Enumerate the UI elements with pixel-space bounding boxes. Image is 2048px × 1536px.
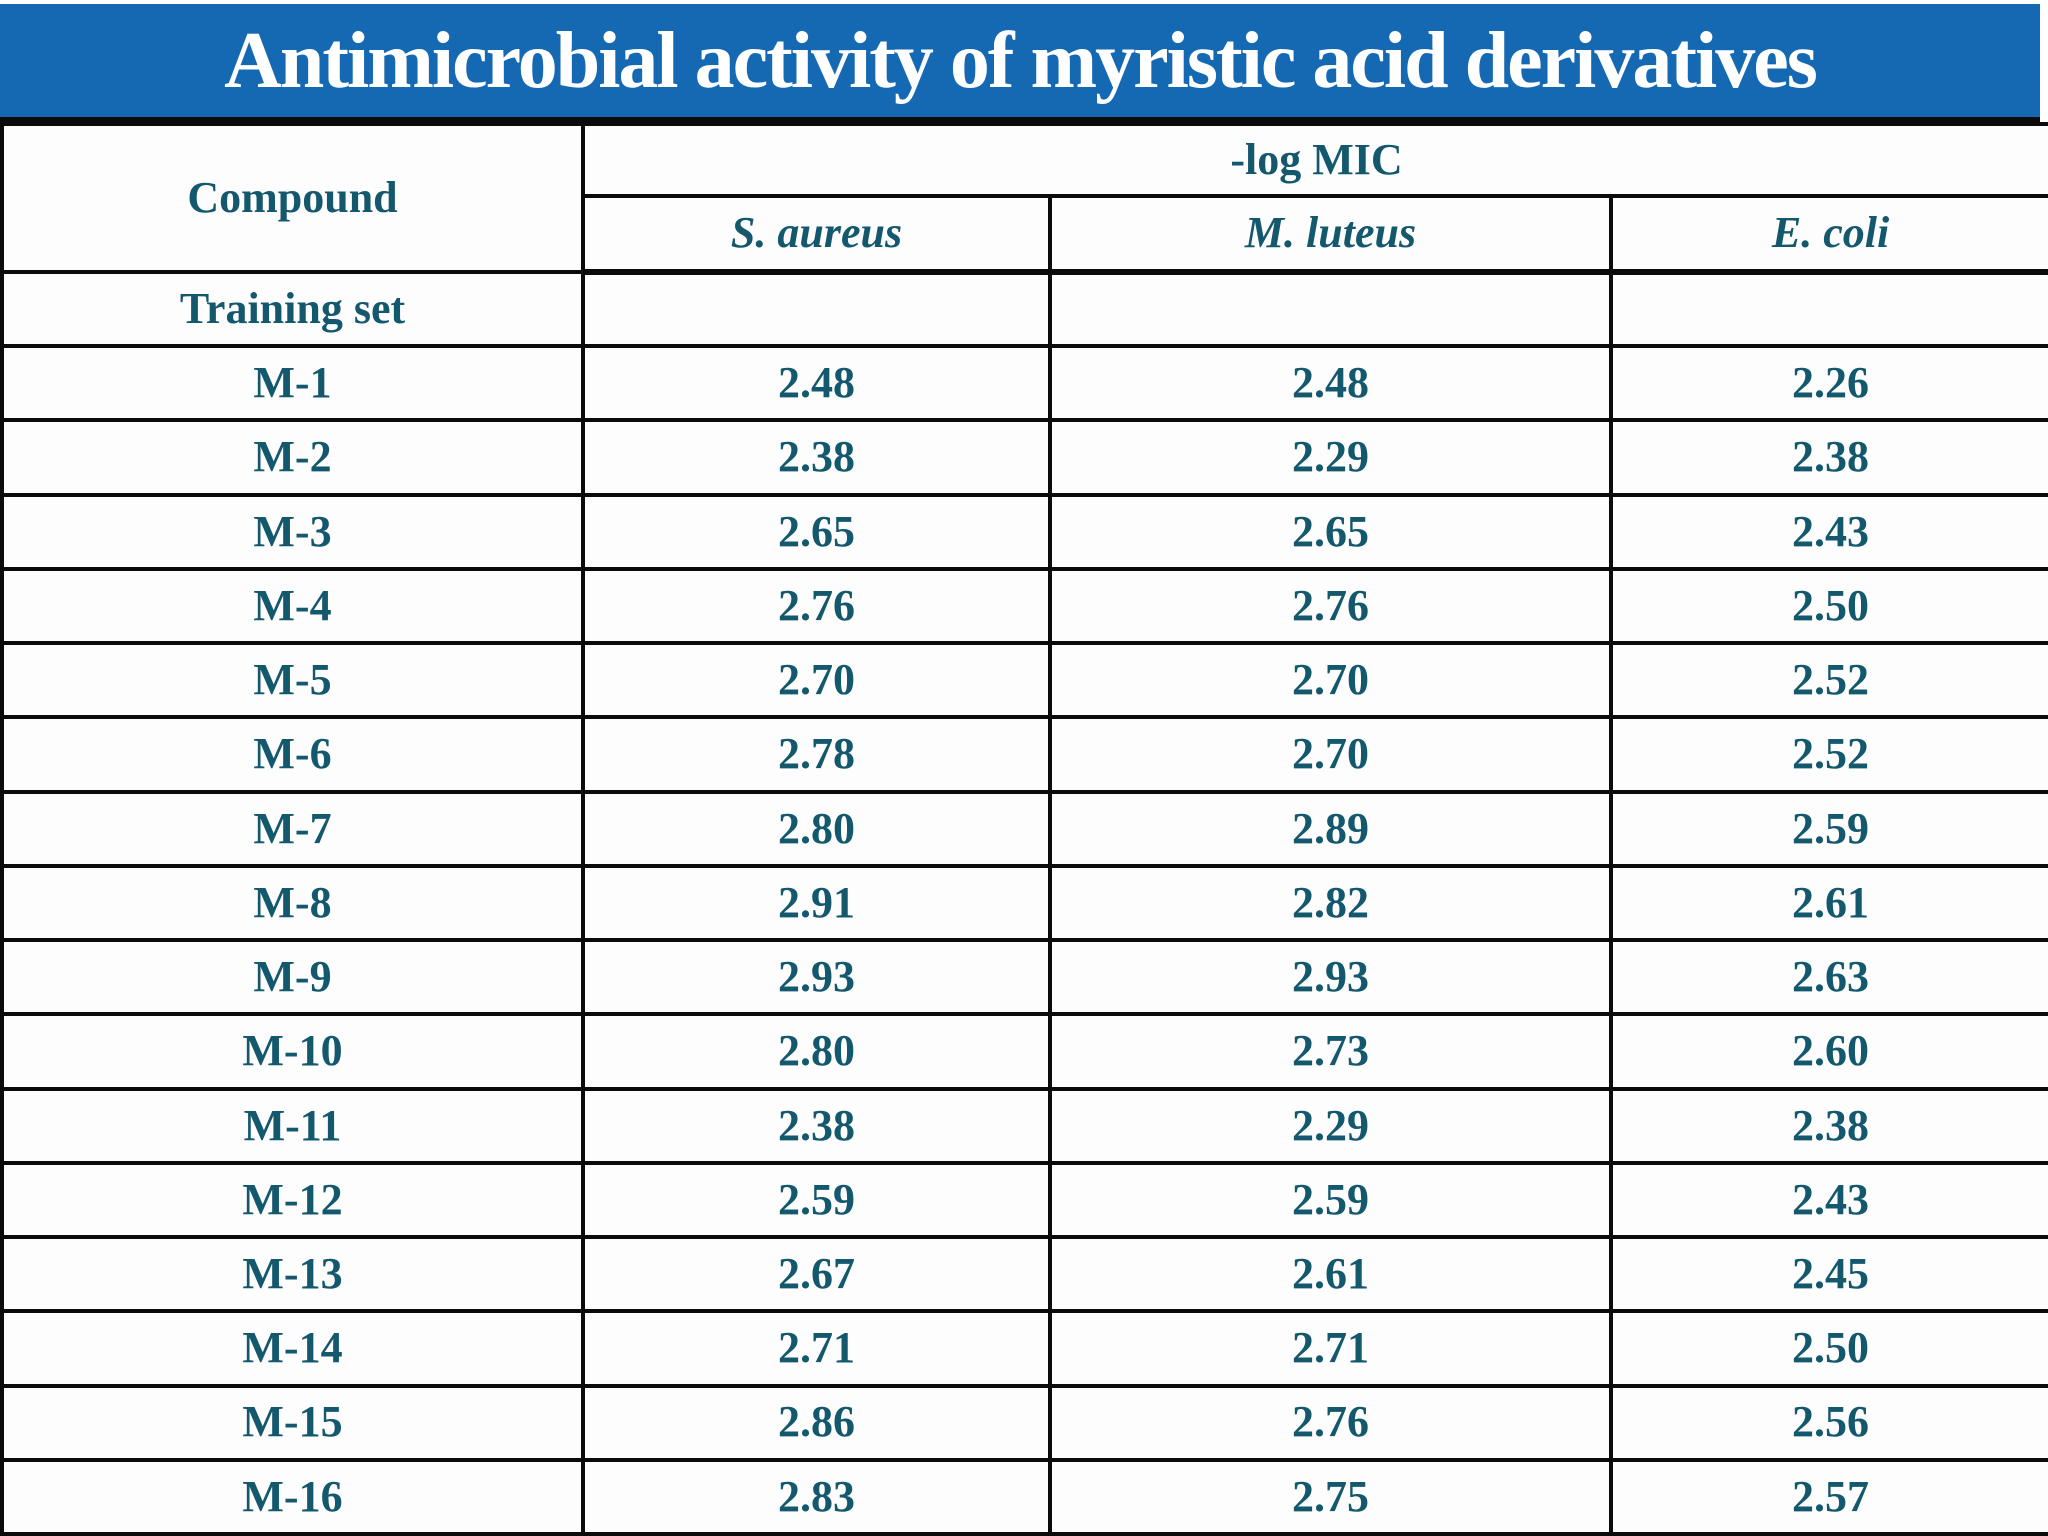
table-row: M-13 2.67 2.61 2.45 [0, 1235, 2048, 1314]
value-cell: 2.65 [581, 492, 1052, 571]
value-cell: 2.38 [581, 418, 1052, 497]
table-row: M-8 2.91 2.82 2.61 [0, 863, 2048, 943]
value-cell: 2.43 [1608, 492, 2048, 571]
value-cell: 2.60 [1608, 1012, 2048, 1091]
column-header-e-coli: E. coli [1608, 194, 2048, 275]
empty-cell [1608, 269, 2048, 349]
value-cell: 2.38 [581, 1086, 1052, 1165]
empty-cell [581, 269, 1052, 349]
value-cell: 2.86 [581, 1383, 1052, 1462]
value-cell: 2.91 [581, 863, 1052, 943]
value-cell: 2.43 [1608, 1160, 2048, 1240]
column-group-header-log-mic: -log MIC [580, 122, 2048, 198]
value-cell: 2.45 [1608, 1235, 2048, 1314]
compound-cell: M-2 [0, 418, 585, 497]
compound-cell: M-5 [0, 641, 585, 720]
table-row: M-16 2.83 2.75 2.57 [0, 1457, 2048, 1536]
compound-cell: M-6 [0, 715, 585, 794]
value-cell: 2.76 [581, 566, 1052, 646]
value-cell: 2.52 [1608, 715, 2048, 794]
value-cell: 2.48 [581, 344, 1052, 423]
value-cell: 2.76 [1048, 566, 1613, 646]
value-cell: 2.70 [581, 641, 1052, 720]
empty-cell [1048, 269, 1613, 349]
table-row: M-9 2.93 2.93 2.63 [0, 938, 2048, 1017]
value-cell: 2.83 [581, 1457, 1052, 1536]
table-row: M-12 2.59 2.59 2.43 [0, 1160, 2048, 1240]
value-cell: 2.56 [1608, 1383, 2048, 1462]
compound-cell: M-3 [0, 492, 585, 571]
table-row: M-7 2.80 2.89 2.59 [0, 789, 2048, 868]
compound-cell: M-7 [0, 789, 585, 868]
value-cell: 2.61 [1608, 863, 2048, 943]
value-cell: 2.65 [1048, 492, 1613, 571]
value-cell: 2.67 [581, 1235, 1052, 1314]
header-row-organisms: S. aureus M. luteus E. coli [2, 194, 2048, 275]
value-cell: 2.26 [1608, 344, 2048, 423]
title-banner: Antimicrobial activity of myristic acid … [0, 4, 2040, 122]
value-cell: 2.76 [1048, 1383, 1613, 1462]
column-header-m-luteus: M. luteus [1048, 194, 1613, 275]
slide-title: Antimicrobial activity of myristic acid … [224, 16, 1818, 105]
value-cell: 2.71 [581, 1309, 1052, 1388]
compound-cell: M-12 [0, 1160, 585, 1240]
value-cell: 2.29 [1048, 1086, 1613, 1165]
value-cell: 2.52 [1608, 641, 2048, 720]
header-row-top: Compound -log MIC [0, 122, 2048, 274]
compound-cell: M-13 [0, 1235, 585, 1314]
value-cell: 2.50 [1608, 566, 2048, 646]
table-row: M-4 2.76 2.76 2.50 [0, 566, 2048, 646]
section-row: Training set [0, 269, 2048, 349]
value-cell: 2.70 [1048, 641, 1613, 720]
table-row: M-6 2.78 2.70 2.52 [0, 715, 2048, 794]
compound-cell: M-15 [0, 1383, 585, 1462]
value-cell: 2.38 [1608, 1086, 2048, 1165]
value-cell: 2.93 [581, 938, 1052, 1017]
value-cell: 2.29 [1048, 418, 1613, 497]
compound-cell: M-8 [0, 863, 585, 943]
table-row: M-10 2.80 2.73 2.60 [0, 1012, 2048, 1091]
value-cell: 2.59 [1048, 1160, 1613, 1240]
table-row: M-1 2.48 2.48 2.26 [0, 344, 2048, 423]
value-cell: 2.78 [581, 715, 1052, 794]
table-row: M-3 2.65 2.65 2.43 [0, 492, 2048, 571]
value-cell: 2.71 [1048, 1309, 1613, 1388]
value-cell: 2.48 [1048, 344, 1613, 423]
value-cell: 2.38 [1608, 418, 2048, 497]
value-cell: 2.59 [581, 1160, 1052, 1240]
table-row: M-15 2.86 2.76 2.56 [0, 1383, 2048, 1462]
value-cell: 2.59 [1608, 789, 2048, 868]
section-label: Training set [0, 269, 585, 349]
column-header-compound: Compound [0, 122, 585, 274]
value-cell: 2.70 [1048, 715, 1613, 794]
value-cell: 2.73 [1048, 1012, 1613, 1091]
table-row: M-14 2.71 2.71 2.50 [0, 1309, 2048, 1388]
value-cell: 2.80 [581, 1012, 1052, 1091]
value-cell: 2.50 [1608, 1309, 2048, 1388]
table-row: M-11 2.38 2.29 2.38 [0, 1086, 2048, 1165]
compound-cell: M-10 [0, 1012, 585, 1091]
value-cell: 2.89 [1048, 789, 1613, 868]
table-row: M-5 2.70 2.70 2.52 [0, 641, 2048, 720]
column-header-s-aureus: S. aureus [581, 194, 1052, 275]
value-cell: 2.93 [1048, 938, 1613, 1017]
value-cell: 2.82 [1048, 863, 1613, 943]
compound-cell: M-11 [0, 1086, 585, 1165]
table-row: M-2 2.38 2.29 2.38 [0, 418, 2048, 497]
compound-cell: M-1 [0, 344, 585, 423]
compound-cell: M-14 [0, 1309, 585, 1388]
compound-cell: M-9 [0, 938, 585, 1017]
value-cell: 2.57 [1608, 1457, 2048, 1536]
antimicrobial-activity-table: Compound -log MIC S. aureus M. luteus E.… [0, 122, 2048, 1536]
compound-cell: M-4 [0, 566, 585, 646]
value-cell: 2.63 [1608, 938, 2048, 1017]
compound-cell: M-16 [0, 1457, 585, 1536]
value-cell: 2.61 [1048, 1235, 1613, 1314]
value-cell: 2.75 [1048, 1457, 1613, 1536]
value-cell: 2.80 [581, 789, 1052, 868]
